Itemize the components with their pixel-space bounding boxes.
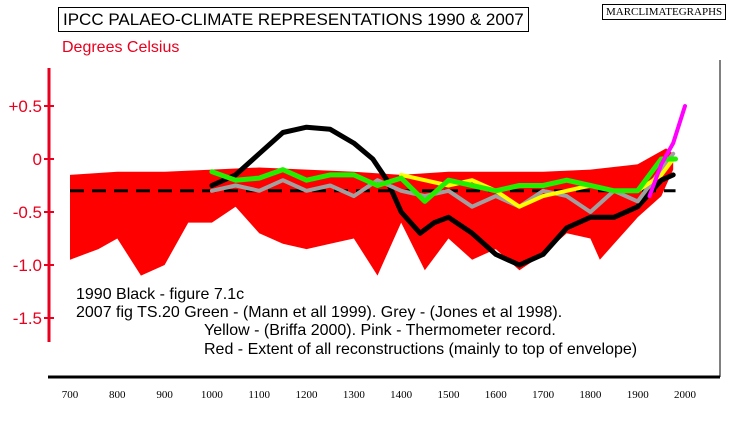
y-tick-label-3: -1.0 (13, 256, 42, 275)
x-tick-label-6: 1300 (343, 389, 366, 401)
note-red-envelope: Red - Extent of all reconstructions (mai… (204, 341, 638, 358)
x-tick-label-10: 1700 (532, 389, 555, 401)
brand-label: MARCLIMATEGRAPHS (602, 4, 727, 20)
x-tick-label-9: 1600 (485, 389, 508, 401)
envelope-area (70, 148, 674, 276)
y-tick-label-0: +0.5 (8, 97, 42, 116)
x-tick-label-12: 1900 (627, 389, 650, 401)
series-line-1 (209, 151, 676, 214)
x-tick-label-13: 2000 (674, 389, 697, 401)
x-tick-label-5: 1200 (296, 389, 319, 401)
y-tick-label-1: 0 (33, 150, 42, 169)
x-tick-label-3: 1000 (201, 389, 224, 401)
x-tick-label-8: 1500 (437, 389, 460, 401)
series-line-4 (647, 104, 687, 199)
series-line-0 (209, 124, 676, 268)
note-1990-black: 1990 Black - figure 7.1c (76, 286, 245, 303)
x-tick-label-7: 1400 (390, 389, 413, 401)
x-tick-label-2: 900 (156, 389, 173, 401)
y-axis-unit-label: Degrees Celsius (62, 39, 180, 56)
x-tick-label-11: 1800 (579, 389, 602, 401)
y-tick-label-2: -0.5 (13, 203, 42, 222)
x-tick-label-1: 800 (109, 389, 126, 401)
x-tick-label-4: 1100 (248, 389, 270, 401)
chart-title: IPCC PALAEO-CLIMATE REPRESENTATIONS 1990… (58, 7, 529, 32)
note-2007-green-grey: 2007 fig TS.20 Green - (Mann et all 1999… (76, 304, 563, 321)
x-tick-label-0: 700 (62, 389, 79, 401)
series-line-3 (209, 156, 678, 204)
note-yellow-pink: Yellow - (Briffa 2000). Pink - Thermomet… (204, 322, 556, 339)
y-tick-label-4: -1.5 (13, 309, 42, 328)
